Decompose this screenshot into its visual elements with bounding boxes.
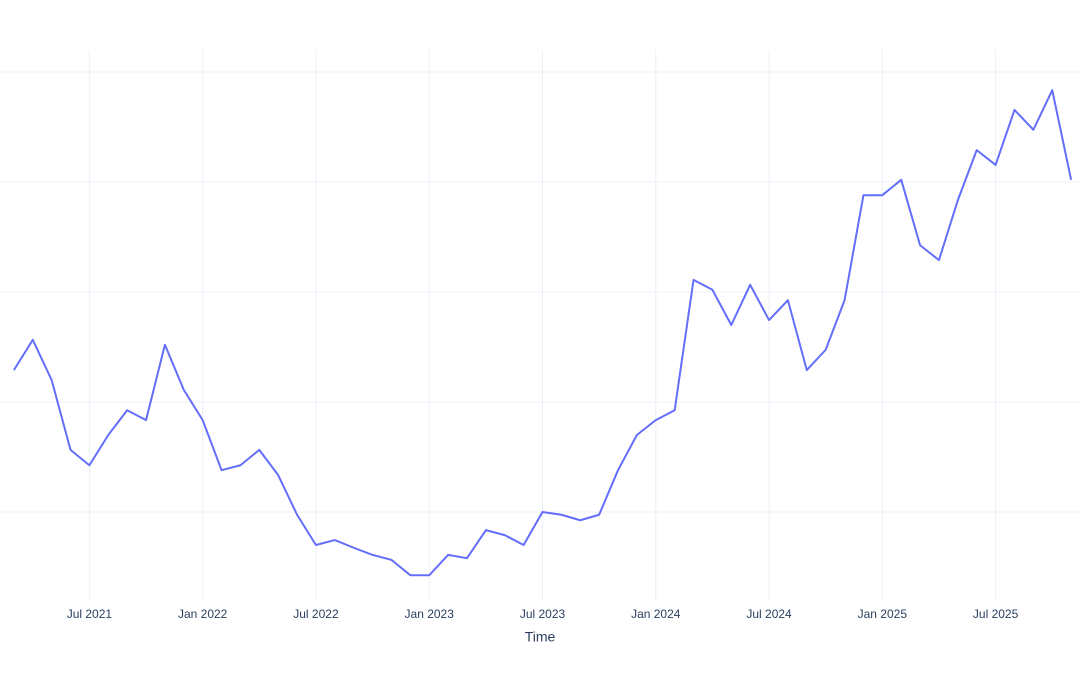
x-tick-label: Jan 2022 xyxy=(178,607,228,621)
x-tick-label: Jul 2022 xyxy=(293,607,339,621)
grid xyxy=(0,50,1080,600)
x-axis-title: Time xyxy=(525,629,556,645)
x-tick-label: Jul 2023 xyxy=(520,607,566,621)
plot-area xyxy=(13,89,1073,577)
x-tick-label: Jan 2023 xyxy=(405,607,455,621)
x-tick-label: Jul 2025 xyxy=(973,607,1019,621)
x-tick-label: Jul 2024 xyxy=(746,607,792,621)
x-tick-label: Jan 2025 xyxy=(858,607,908,621)
x-tick-label: Jul 2021 xyxy=(67,607,113,621)
line xyxy=(13,89,1073,577)
x-tick-label: Jan 2024 xyxy=(631,607,681,621)
